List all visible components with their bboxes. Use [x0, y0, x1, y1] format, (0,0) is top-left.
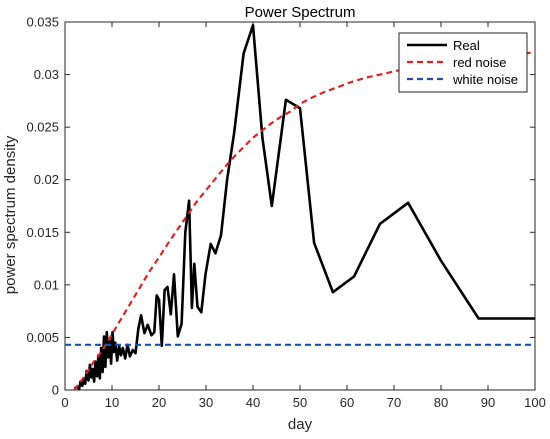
x-tick-label: 20	[152, 395, 166, 410]
axis-ticks: 0 10 20 30 40 50 60 70 80 90 100 0 0.005 0.01 0.015 0.0…	[26, 15, 545, 411]
y-tick-label: 0.015	[26, 225, 59, 240]
y-tick-label: 0.025	[26, 120, 59, 135]
real-series-line	[73, 23, 535, 391]
x-tick-label: 80	[434, 395, 448, 410]
legend-label-real: Real	[453, 38, 480, 53]
x-tick-label: 10	[105, 395, 119, 410]
y-tick-label: 0.01	[34, 277, 59, 292]
legend-label-red-noise: red noise	[453, 55, 506, 70]
chart-title: Power Spectrum	[245, 4, 356, 21]
x-tick-label: 30	[199, 395, 213, 410]
x-tick-label: 70	[387, 395, 401, 410]
x-tick-label: 60	[340, 395, 354, 410]
x-tick-label: 0	[61, 395, 68, 410]
x-tick-label: 100	[524, 395, 546, 410]
legend: Real red noise white noise	[398, 32, 528, 93]
y-axis-label: power spectrum density	[2, 135, 19, 294]
x-tick-label: 40	[246, 395, 260, 410]
y-tick-label: 0.02	[34, 172, 59, 187]
red-noise-series-line	[73, 51, 536, 391]
y-tick-label: 0.03	[34, 67, 59, 82]
x-axis-label: day	[288, 416, 313, 433]
y-tick-label: 0.035	[26, 15, 59, 30]
x-tick-label: 90	[481, 395, 495, 410]
x-tick-label: 50	[293, 395, 307, 410]
y-tick-label: 0.005	[26, 330, 59, 345]
y-tick-label: 0	[52, 383, 59, 398]
legend-label-white-noise: white noise	[452, 72, 518, 87]
